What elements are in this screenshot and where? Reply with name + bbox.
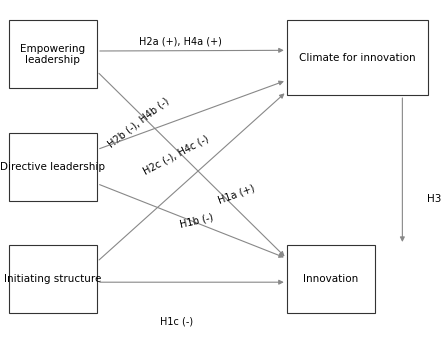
Text: H3 (+): H3 (+) (426, 194, 441, 204)
Text: H1c (-): H1c (-) (160, 316, 193, 326)
Text: H2b (-), H4b (-): H2b (-), H4b (-) (107, 96, 171, 149)
Bar (9, 20, 97, 88)
Bar (9, 245, 97, 313)
Text: H1b (-): H1b (-) (179, 212, 214, 230)
Text: H2a (+), H4a (+): H2a (+), H4a (+) (139, 36, 222, 47)
Bar (287, 20, 428, 95)
Text: Climate for innovation: Climate for innovation (299, 53, 415, 63)
Bar (287, 245, 375, 313)
Text: Empowering
leadership: Empowering leadership (20, 44, 86, 65)
Text: Initiating structure: Initiating structure (4, 274, 101, 284)
Text: H1a (+): H1a (+) (216, 183, 256, 205)
Text: Innovation: Innovation (303, 274, 359, 284)
Text: Directive leadership: Directive leadership (0, 162, 105, 172)
Bar (9, 133, 97, 201)
Text: H2c (-), H4c (-): H2c (-), H4c (-) (142, 133, 211, 176)
